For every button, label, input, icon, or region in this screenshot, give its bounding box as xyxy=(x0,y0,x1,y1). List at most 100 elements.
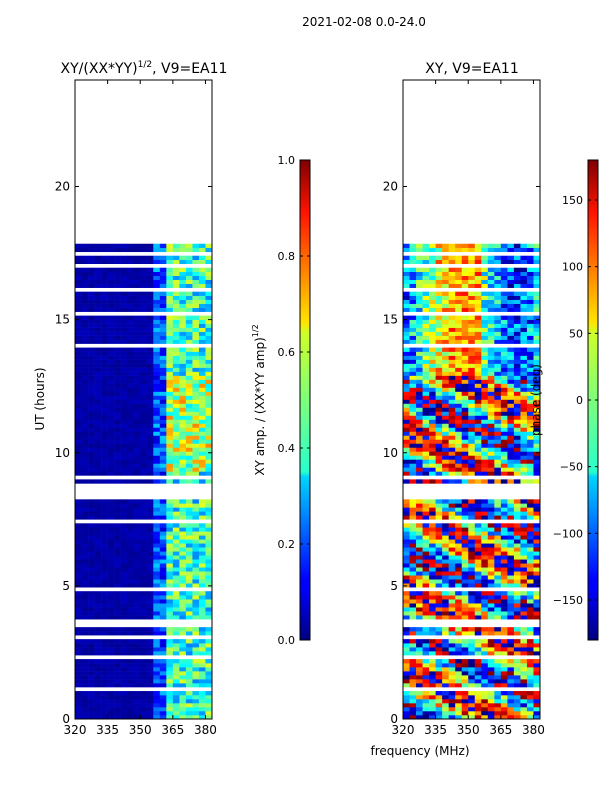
amp-heat-cell xyxy=(94,323,102,328)
phase-heat-cell xyxy=(520,267,528,272)
amp-heat-cell xyxy=(185,351,193,356)
phase-heat-cell xyxy=(468,599,476,604)
phase-heat-cell xyxy=(422,303,430,308)
phase-heat-cell xyxy=(494,531,502,536)
amp-heat-cell xyxy=(166,547,174,552)
amp-heat-cell xyxy=(88,679,95,684)
phase-heat-cell xyxy=(442,319,449,324)
amp-heat-cell xyxy=(107,359,115,364)
phase-heat-cell xyxy=(455,243,463,249)
amp-heat-cell xyxy=(153,259,161,265)
phase-heat-cell xyxy=(403,379,410,384)
phase-heat-cell xyxy=(533,439,541,444)
amp-heat-cell xyxy=(88,651,95,656)
amp-heat-cell xyxy=(192,299,200,304)
phase-heat-cell xyxy=(416,431,423,436)
phase-heat-cell xyxy=(526,691,534,696)
amp-heat-cell xyxy=(81,707,89,712)
amp-heat-cell xyxy=(146,367,154,372)
phase-heat-cell xyxy=(507,647,515,652)
phase-heat-cell xyxy=(507,547,515,552)
phase-heat-cell xyxy=(429,527,436,532)
phase-heat-cell xyxy=(429,499,436,504)
amp-heat-cell xyxy=(88,371,95,376)
phase-heat-cell xyxy=(455,367,463,372)
phase-heat-cell xyxy=(416,715,423,720)
phase-heat-cell xyxy=(487,683,495,688)
amp-heat-cell xyxy=(153,415,161,420)
phase-heat-cell xyxy=(474,715,482,720)
phase-heat-cell xyxy=(461,571,469,576)
phase-heat-cell xyxy=(461,347,469,352)
phase-heat-cell xyxy=(409,651,417,656)
amp-heat-cell xyxy=(172,315,180,320)
phase-heat-cell xyxy=(526,387,534,392)
phase-heat-cell xyxy=(474,567,482,572)
amp-heat-cell xyxy=(179,295,187,300)
amp-heat-cell xyxy=(153,279,161,284)
phase-heat-cell xyxy=(455,547,463,552)
phase-heat-cell xyxy=(435,387,443,392)
phase-heat-cell xyxy=(500,351,508,356)
amp-heat-cell xyxy=(133,339,141,344)
amp-heat-cell xyxy=(107,611,115,616)
phase-heat-cell xyxy=(403,531,410,536)
phase-heat-cell xyxy=(526,615,534,620)
phase-heat-cell xyxy=(507,331,515,336)
amp-heat-cell xyxy=(127,559,135,564)
amp-heat-cell xyxy=(146,387,154,392)
amp-heat-cell xyxy=(81,683,89,688)
amp-heat-cell xyxy=(185,579,193,584)
phase-heat-cell xyxy=(487,531,495,536)
amp-ylabel: UT (hours) xyxy=(33,367,47,430)
amp-heat-cell xyxy=(133,539,141,544)
amp-heat-cell xyxy=(133,407,141,412)
amp-heat-cell xyxy=(159,379,167,384)
amp-heat-cell xyxy=(179,643,187,648)
amp-heat-cell xyxy=(101,571,108,576)
amp-heat-cell xyxy=(172,699,180,704)
amp-heat-cell xyxy=(88,527,95,532)
phase-heat-cell xyxy=(409,631,417,636)
amp-heat-cell xyxy=(107,639,115,644)
phase-heat-cell xyxy=(481,679,489,684)
amp-heat-cell xyxy=(88,643,95,648)
amp-heat-cell xyxy=(114,615,121,620)
phase-heat-cell xyxy=(448,527,456,532)
amp-heat-cell xyxy=(166,663,174,668)
amp-heat-cell xyxy=(159,359,167,364)
amp-heat-cell xyxy=(127,591,135,596)
phase-heat-cell xyxy=(442,555,449,560)
phase-heat-cell xyxy=(507,563,515,568)
amp-heat-cell xyxy=(159,319,167,324)
phase-heat-cell xyxy=(513,459,521,464)
amp-heat-cell xyxy=(140,595,148,600)
phase-heat-cell xyxy=(533,503,541,508)
amp-heat-cell xyxy=(88,703,95,708)
phase-heat-cell xyxy=(422,471,430,476)
amp-heat-cell xyxy=(140,591,148,596)
phase-heat-cell xyxy=(416,507,423,512)
phase-heat-cell xyxy=(403,611,410,616)
amp-heat-cell xyxy=(75,575,82,580)
amp-heat-cell xyxy=(146,383,154,388)
amp-heat-cell xyxy=(101,603,108,608)
phase-heat-cell xyxy=(409,407,417,412)
amp-heat-cell xyxy=(81,463,89,468)
amp-heat-cell xyxy=(159,575,167,580)
amp-heat-cell xyxy=(88,247,95,253)
amp-heat-cell xyxy=(185,315,193,320)
amp-heat-cell xyxy=(114,347,121,352)
amp-heat-cell xyxy=(172,267,180,272)
amp-heat-cell xyxy=(114,503,121,508)
amp-heat-cell xyxy=(159,291,167,296)
phase-heat-cell xyxy=(494,395,502,400)
amp-heat-cell xyxy=(75,631,82,636)
phase-heat-cell xyxy=(455,551,463,556)
phase-heat-cell xyxy=(533,347,541,352)
phase-heat-cell xyxy=(409,659,417,664)
amp-heat-cell xyxy=(153,291,161,296)
phase-heat-cell xyxy=(507,611,515,616)
phase-heat-cell xyxy=(435,359,443,364)
